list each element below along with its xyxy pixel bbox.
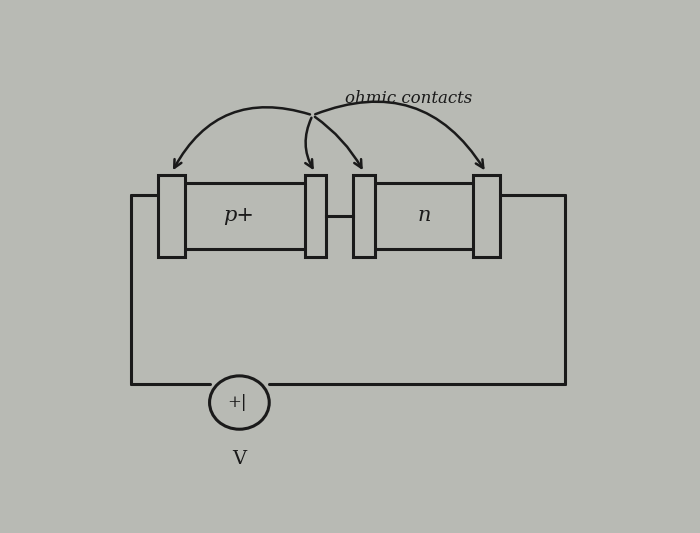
Bar: [180, 183, 310, 248]
Bar: [370, 183, 478, 248]
Text: ohmic contacts: ohmic contacts: [345, 90, 473, 107]
Bar: [354, 175, 375, 257]
Bar: [158, 175, 185, 257]
Text: n: n: [417, 206, 430, 225]
Bar: [304, 175, 326, 257]
Ellipse shape: [209, 376, 270, 429]
Text: +|: +|: [227, 394, 246, 411]
Bar: [473, 175, 500, 257]
Text: p+: p+: [223, 206, 254, 225]
Text: V: V: [232, 450, 246, 468]
